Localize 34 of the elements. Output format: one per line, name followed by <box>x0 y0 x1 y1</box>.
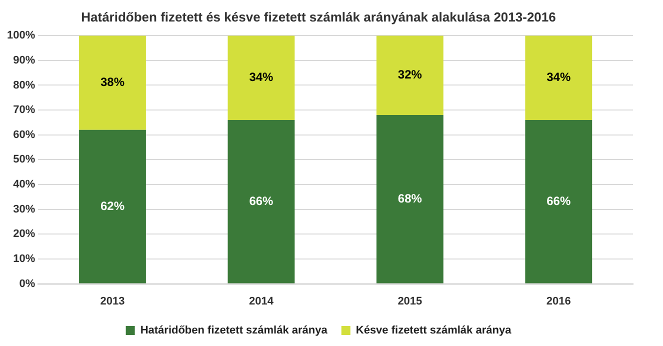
y-tick-label: 70% <box>13 104 36 116</box>
bar <box>79 36 146 130</box>
data-label: 66% <box>249 194 274 208</box>
bar <box>228 36 295 120</box>
bar <box>376 115 444 284</box>
x-tick-label: 2015 <box>398 295 422 308</box>
y-tick-label: 90% <box>13 54 36 66</box>
y-tick-label: 40% <box>13 178 36 191</box>
chart-title: Határidőben fizetett és késve fizetett számlák arányának alakulása 2013-2016 <box>81 9 556 24</box>
y-tick-label: 80% <box>13 79 36 92</box>
data-label: 34% <box>546 70 571 84</box>
data-label: 68% <box>398 191 422 206</box>
y-tick-label: 50% <box>13 154 36 166</box>
y-tick-label: 20% <box>13 228 36 240</box>
x-tick-label: 2013 <box>100 295 125 308</box>
x-tick-label: 2016 <box>546 295 571 308</box>
data-label: 62% <box>100 198 125 213</box>
data-label: 32% <box>398 68 422 82</box>
legend-label: Késve fizetett számlák aránya <box>356 324 512 337</box>
y-tick-label: 60% <box>13 128 36 141</box>
bar <box>525 120 592 284</box>
data-label: 34% <box>249 70 274 84</box>
y-tick-label: 100% <box>6 30 36 42</box>
x-tick-label: 2014 <box>248 295 274 308</box>
legend-label: Határidőben fizetett számlák aránya <box>140 324 328 337</box>
bar <box>79 130 146 284</box>
y-tick-label: 0% <box>19 278 36 290</box>
bar <box>376 36 444 116</box>
y-tick-label: 30% <box>13 203 36 216</box>
bar <box>228 120 295 284</box>
data-label: 38% <box>100 75 125 90</box>
y-tick-label: 10% <box>13 253 36 266</box>
bar <box>525 36 592 120</box>
data-label: 66% <box>546 194 571 208</box>
